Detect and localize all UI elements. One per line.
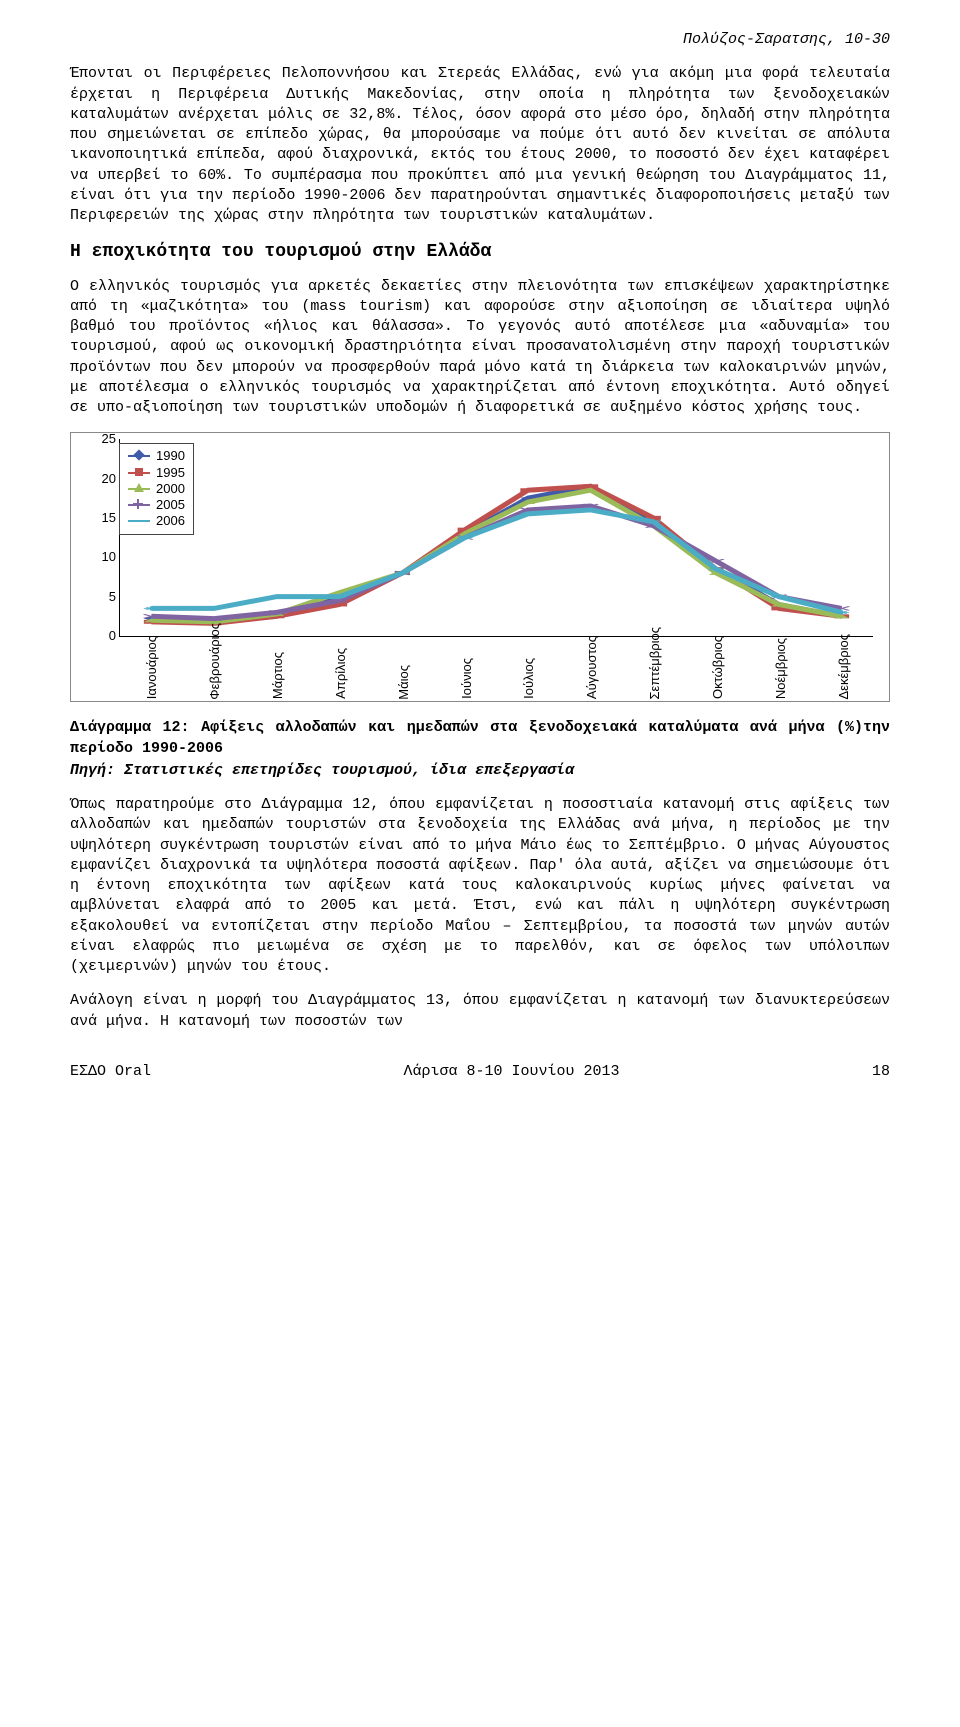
legend-item: 2006 [128,513,185,529]
chart-xlabel: Μάρτιος [269,652,287,699]
page-footer: ΕΣΔΟ Oral Λάρισα 8-10 Ιουνίου 2013 18 [70,1062,890,1082]
figure-source: Πηγή: Στατιστικές επετηρίδες τουρισμού, … [70,761,890,781]
chart-plot-area: 0510152025 [119,439,873,637]
chart-ytick: 15 [90,509,116,527]
chart-marker [458,536,473,540]
chart-marker [583,485,598,489]
chart-ytick: 0 [90,628,116,646]
legend-swatch-icon [128,488,150,490]
legend-item: 2005 [128,497,185,513]
legend-label: 2006 [156,513,185,529]
footer-center: Λάρισα 8-10 Ιουνίου 2013 [403,1062,619,1082]
legend-label: 1995 [156,465,185,481]
chart-xlabel: Σεπτέμβριος [646,627,664,699]
chart-marker [269,595,284,599]
paragraph-1: Έπονται οι Περιφέρειες Πελοποννήσου και … [70,64,890,226]
legend-item: 1990 [128,448,185,464]
chart-xlabel: Φεβρουάριος [206,623,224,700]
chart-xlabel: Ιούνιος [458,658,476,699]
chart-xlabel: Μάιος [395,665,413,700]
chart-x-labels: ΙανουάριοςΦεβρουάριοςΜάρτιοςΑπρίλιοςΜάιο… [119,639,873,699]
chart-ytick: 5 [90,588,116,606]
legend-swatch-icon [128,520,150,522]
chart-xlabel: Ιούλιος [520,658,538,699]
legend-label: 2000 [156,481,185,497]
legend-swatch-icon [128,472,150,474]
section-heading-seasonality: Η εποχικότητα του τουρισμού στην Ελλάδα [70,240,890,264]
chart-ytick: 20 [90,470,116,488]
chart-legend: 19901995200020052006 [119,443,194,534]
chart-xlabel: Απρίλιος [332,648,350,699]
chart-container: 19901995200020052006 0510152025 Ιανουάρι… [70,432,890,702]
paragraph-4: Ανάλογη είναι η μορφή του Διαγράμματος 1… [70,991,890,1032]
chart-svg [120,439,873,636]
chart-xlabel: Αύγουστος [583,636,601,699]
chart-series-line [151,510,841,612]
running-header: Πολύζος-Σαρατσης, 10-30 [70,30,890,50]
chart-ytick: 10 [90,549,116,567]
legend-swatch-icon [128,455,150,457]
chart-xlabel: Οκτώβριος [709,636,727,699]
legend-item: 2000 [128,481,185,497]
chart-xlabel: Ιανουάριος [143,636,161,699]
legend-item: 1995 [128,465,185,481]
chart-ytick: 25 [90,431,116,449]
chart-xlabel: Δεκέμβριος [835,634,853,700]
chart-xlabel: Νοέμβριος [772,638,790,699]
legend-label: 1990 [156,448,185,464]
legend-swatch-icon [128,504,150,506]
footer-right: 18 [872,1062,890,1082]
paragraph-2: Ο ελληνικός τουρισμός για αρκετές δεκαετ… [70,277,890,419]
figure-caption: Διάγραμμα 12: Αφίξεις αλλοδαπών και ημεδ… [70,718,890,759]
chart-marker [520,489,535,493]
chart-marker [771,595,786,599]
legend-label: 2005 [156,497,185,513]
chart-inner: 19901995200020052006 0510152025 Ιανουάρι… [79,439,881,699]
footer-left: ΕΣΔΟ Oral [70,1062,151,1082]
paragraph-3: Όπως παρατηρούμε στο Διάγραμμα 12, όπου … [70,795,890,977]
